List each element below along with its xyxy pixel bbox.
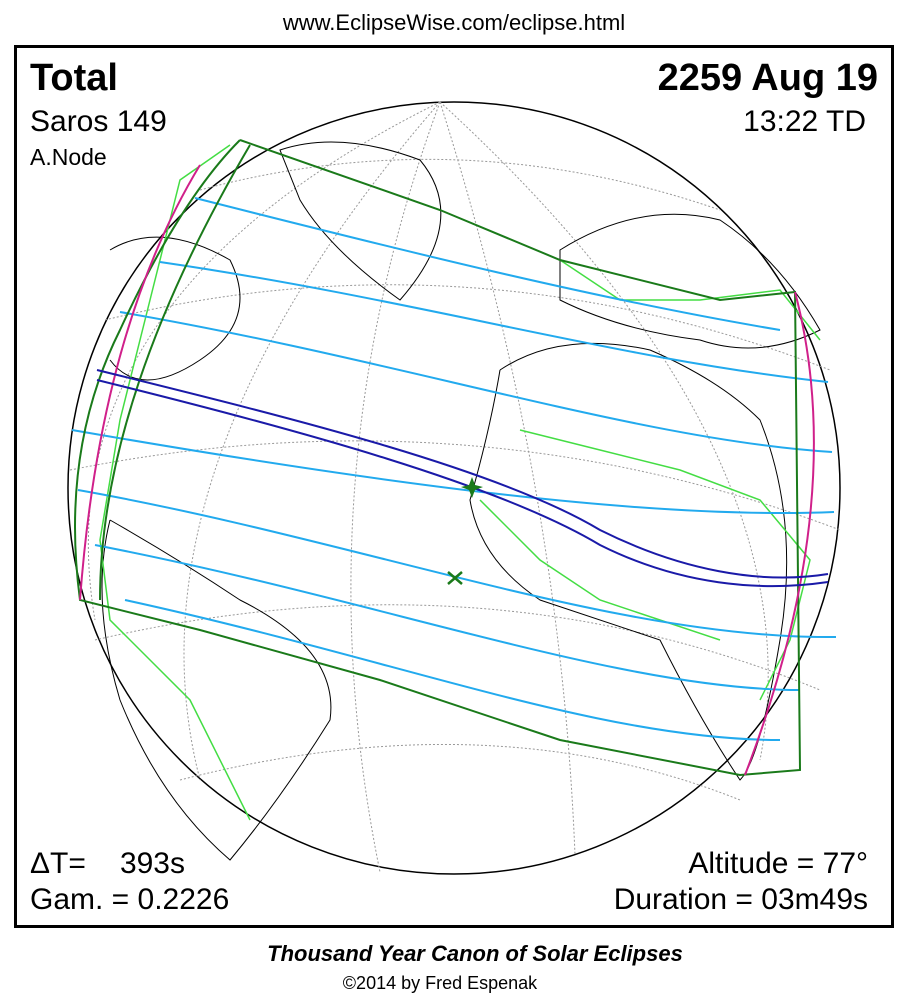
land-line (101, 519, 332, 861)
borders (99, 144, 821, 821)
border-line (99, 144, 251, 821)
footer-title: Thousand Year Canon of Solar Eclipses (267, 941, 683, 966)
cyan-line (94, 544, 801, 691)
penumbra-lines (71, 197, 837, 741)
limit-inner (99, 144, 251, 601)
cyan-line (119, 311, 833, 453)
land-line (279, 141, 442, 301)
graticule (69, 101, 841, 873)
altitude: Altitude = 77° (688, 847, 868, 880)
delta-t-label: ΔT= (30, 847, 86, 880)
cyan-line (77, 489, 837, 639)
date: 2259 Aug 19 (658, 57, 878, 99)
graticule-line (183, 101, 441, 781)
eclipse-limits (74, 139, 802, 777)
graticule-line (104, 284, 831, 371)
umbra-north (96, 369, 829, 579)
umbra-south (96, 379, 829, 588)
set-limit (744, 291, 815, 776)
graticule-line (439, 101, 576, 856)
globe (67, 101, 841, 875)
graticule-line (87, 101, 441, 621)
graticule-line (94, 604, 821, 691)
saros: Saros 149 (30, 105, 167, 138)
border-line (519, 429, 811, 701)
cyan-line (124, 599, 781, 741)
cyan-line (159, 261, 829, 383)
border-line (559, 259, 821, 341)
gamma: Gam. = 0.2226 (30, 883, 229, 916)
delta-t: 393s (120, 847, 185, 880)
node: A.Node (30, 144, 107, 170)
land-line (109, 236, 241, 381)
greatest-duration (447, 571, 463, 585)
graticule-line (199, 158, 721, 211)
rise-limit (79, 164, 201, 601)
cyan-line (194, 197, 781, 331)
border-line (479, 499, 721, 641)
eclipse-type: Total (30, 57, 118, 99)
url: www.EclipseWise.com/eclipse.html (282, 10, 625, 35)
land-line (559, 213, 821, 349)
footer-credit: ©2014 by Fred Espenak (343, 973, 538, 993)
greatest-eclipse (461, 477, 483, 498)
graticule-line (350, 101, 441, 873)
duration: Duration = 03m49s (614, 883, 868, 916)
graticule-line (439, 101, 769, 761)
time: 13:22 TD (743, 105, 866, 138)
